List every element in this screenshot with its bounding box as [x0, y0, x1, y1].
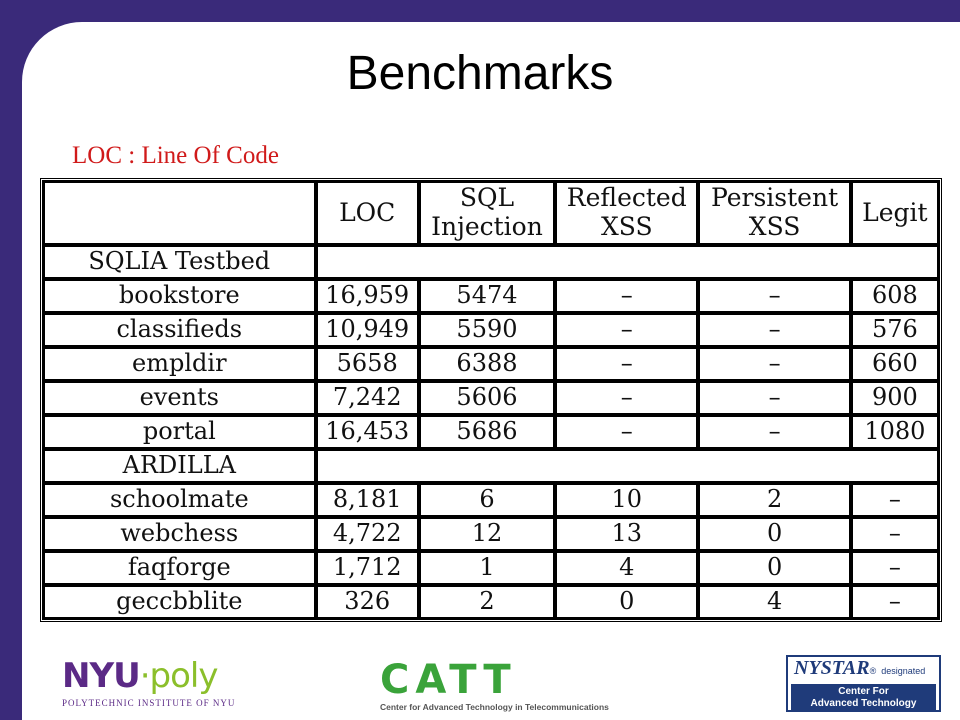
table-row: portal 16,453 5686– –1080: [43, 415, 939, 449]
value-cell: 4: [555, 551, 699, 585]
header-cell-sql-injection: SQL Injection: [418, 181, 556, 245]
value-cell: 608: [850, 279, 939, 313]
value-cell: –: [850, 517, 939, 551]
value-cell: 660: [850, 347, 939, 381]
table-body: SQLIA Testbed bookstore 16,959 5474– –608 cla…: [43, 245, 939, 619]
value-cell: –: [555, 381, 699, 415]
value-cell: 4: [698, 585, 851, 619]
value-cell: 4,722: [315, 517, 419, 551]
table-row: events 7,242 5606– –900: [43, 381, 939, 415]
slide-subtitle: LOC : Line Of Code: [72, 142, 279, 169]
value-cell: –: [555, 279, 699, 313]
value-cell: –: [698, 415, 851, 449]
value-cell: 900: [850, 381, 939, 415]
value-cell: 12: [418, 517, 556, 551]
section-empty-cell: [315, 449, 939, 483]
section-label: ARDILLA: [43, 449, 316, 483]
value-cell: 6388: [418, 347, 556, 381]
value-cell: 5474: [418, 279, 556, 313]
value-cell: 2: [698, 483, 851, 517]
catt-wordmark: CATT: [380, 657, 517, 703]
app-name-cell: portal: [43, 415, 316, 449]
nyu-poly-wordmark: NYU·poly: [62, 656, 218, 696]
value-cell: 10,949: [315, 313, 419, 347]
value-cell: 5686: [418, 415, 556, 449]
value-cell: 8,181: [315, 483, 419, 517]
value-cell: 5590: [418, 313, 556, 347]
app-name-cell: bookstore: [43, 279, 316, 313]
table-row: empldir 5658 6388– –660: [43, 347, 939, 381]
header-cell-blank: [43, 181, 316, 245]
value-cell: 0: [698, 551, 851, 585]
value-cell: 5658: [315, 347, 419, 381]
value-cell: –: [555, 347, 699, 381]
table-header-row: LOC SQL Injection Reflected XSS Persistent…: [43, 181, 939, 245]
section-label: SQLIA Testbed: [43, 245, 316, 279]
app-name-cell: schoolmate: [43, 483, 316, 517]
app-name-cell: empldir: [43, 347, 316, 381]
value-cell: –: [850, 585, 939, 619]
value-cell: 326: [315, 585, 419, 619]
value-cell: –: [698, 279, 851, 313]
value-cell: 5606: [418, 381, 556, 415]
header-cell-persistent-xss: Persistent XSS: [698, 181, 851, 245]
value-cell: 7,242: [315, 381, 419, 415]
header-cell-legit: Legit: [850, 181, 939, 245]
value-cell: 1080: [850, 415, 939, 449]
nystar-wordmark: NYSTAR® designated: [794, 657, 926, 679]
app-name-cell: geccbblite: [43, 585, 316, 619]
table-row: bookstore 16,959 5474– –608: [43, 279, 939, 313]
value-cell: –: [698, 347, 851, 381]
header-cell-loc: LOC: [315, 181, 419, 245]
value-cell: 6: [418, 483, 556, 517]
catt-subtitle: Center for Advanced Technology in Teleco…: [380, 702, 609, 712]
value-cell: –: [850, 483, 939, 517]
table-row: schoolmate 8,181 6 10 2–: [43, 483, 939, 517]
table-section-row: ARDILLA: [43, 449, 939, 483]
section-empty-cell: [315, 245, 939, 279]
nyu-poly-subtitle: POLYTECHNIC INSTITUTE OF NYU: [62, 698, 236, 708]
nystar-logo: NYSTAR® designated Center For Advanced Te…: [786, 655, 941, 712]
header-cell-reflected-xss: Reflected XSS: [555, 181, 699, 245]
value-cell: 2: [418, 585, 556, 619]
value-cell: 13: [555, 517, 699, 551]
value-cell: –: [555, 313, 699, 347]
app-name-cell: classifieds: [43, 313, 316, 347]
catt-logo: CATT Center for Advanced Technology in T…: [380, 660, 609, 712]
value-cell: 0: [555, 585, 699, 619]
nyu-poly-logo: NYU·poly POLYTECHNIC INSTITUTE OF NYU: [62, 656, 235, 708]
slide-title: Benchmarks: [346, 47, 614, 100]
value-cell: 0: [698, 517, 851, 551]
app-name-cell: webchess: [43, 517, 316, 551]
nystar-caption: Center For Advanced Technology: [791, 684, 936, 712]
app-name-cell: faqforge: [43, 551, 316, 585]
value-cell: –: [555, 415, 699, 449]
benchmark-table: LOC SQL Injection Reflected XSS Persistent…: [40, 178, 942, 622]
value-cell: 16,959: [315, 279, 419, 313]
value-cell: –: [850, 551, 939, 585]
slide-background: [22, 22, 960, 720]
value-cell: 1: [418, 551, 556, 585]
value-cell: 10: [555, 483, 699, 517]
table-section-row: SQLIA Testbed: [43, 245, 939, 279]
value-cell: –: [698, 313, 851, 347]
table-row: faqforge 1,712 1 4 0–: [43, 551, 939, 585]
table-row: webchess 4,722 12 13 0–: [43, 517, 939, 551]
value-cell: 1,712: [315, 551, 419, 585]
app-name-cell: events: [43, 381, 316, 415]
table-row: classifieds 10,949 5590– –576: [43, 313, 939, 347]
value-cell: 576: [850, 313, 939, 347]
table-row: geccbblite 326 2 0 4–: [43, 585, 939, 619]
value-cell: –: [698, 381, 851, 415]
value-cell: 16,453: [315, 415, 419, 449]
